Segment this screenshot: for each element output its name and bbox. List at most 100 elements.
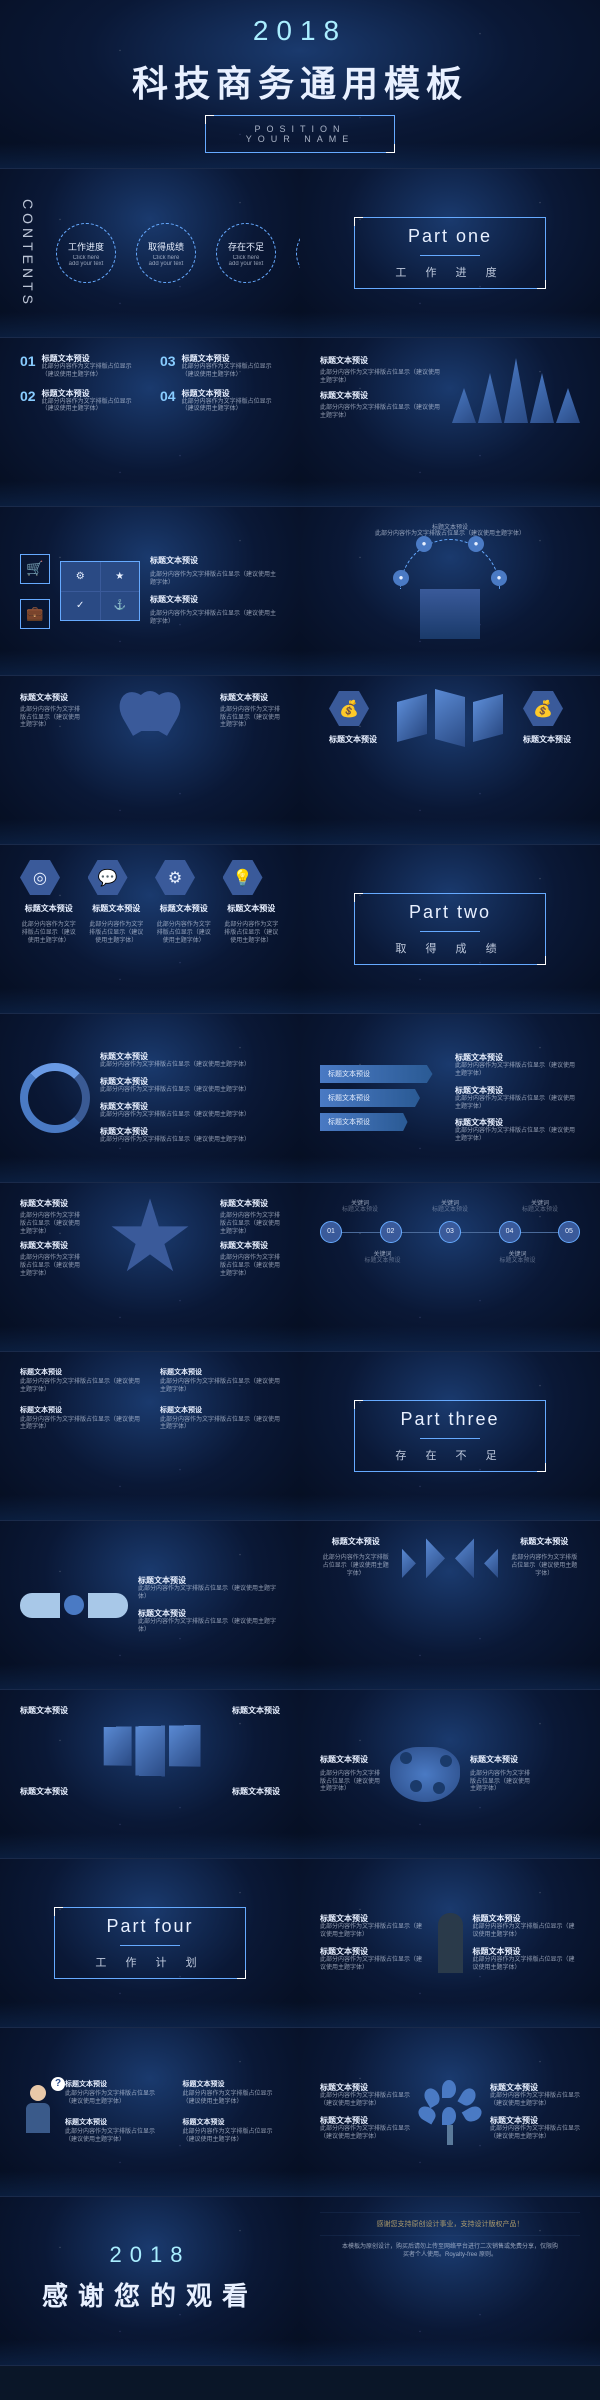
hex-icon: 💰 — [329, 691, 369, 726]
tl-label: 关键词标题文本预设 — [342, 1198, 378, 1215]
chevron-icon — [455, 1538, 474, 1578]
text-item: 标题文本预设此部分内容作为文字排版占位显示（建议使用主题字体） — [183, 2079, 281, 2107]
hex-item: 💡标题文本预设此部分内容作为文字排版占位显示（建议使用主题字体） — [223, 860, 281, 945]
cover-title: 科技商务通用模板 — [132, 55, 468, 107]
slide-boxes: 标题文本预设标题文本预设 标题文本预设标题文本预设 — [0, 1690, 300, 1859]
iso-item: 💰标题文本预设 — [329, 691, 377, 745]
slide-contents: CONTENTS 工作进度Click hereadd your text 取得成… — [0, 169, 300, 338]
mountain-bar — [452, 388, 476, 423]
slide-iso: 💰标题文本预设 💰标题文本预设 — [300, 676, 600, 845]
slide-section-4: Part four 工 作 计 划 — [0, 1859, 300, 2028]
timeline-node: 05 — [558, 1221, 580, 1243]
contents-label: CONTENTS — [20, 199, 36, 308]
star-graphic — [110, 1198, 190, 1278]
slide-bars: 标题文本预设 标题文本预设 标题文本预设 标题文本预设此部分内容作为文字排版占位… — [300, 1014, 600, 1183]
section-frame: Part four 工 作 计 划 — [54, 1907, 245, 1979]
chat-icon: 💬 — [88, 860, 128, 895]
hex-item: ◎标题文本预设此部分内容作为文字排版占位显示（建议使用主题字体） — [20, 860, 78, 945]
text-item: 标题文本预设此部分内容作为文字排版占位显示（建议使用主题字体） — [160, 1405, 280, 1433]
arc-dot: ● — [491, 570, 507, 586]
tree-graphic — [420, 2080, 480, 2145]
case-icon: 💼 — [20, 599, 50, 629]
slide-numbered: 01标题文本预设此部分内容作为文字排版占位显示（建议使用主题字体） 02标题文本… — [0, 338, 300, 507]
divider — [420, 1438, 480, 1439]
end-year: 2018 — [110, 2242, 191, 2268]
section-frame: Part one 工 作 进 度 — [354, 217, 545, 289]
hand-right — [88, 1593, 128, 1618]
slide-section-3: Part three 存 在 不 足 — [300, 1352, 600, 1521]
slide-person: 标题文本预设此部分内容作为文字排版占位显示（建议使用主题字体） 标题文本预设此部… — [300, 1859, 600, 2028]
box3d — [104, 1726, 132, 1765]
mountain-bar — [556, 388, 580, 423]
brain-graphic — [390, 1747, 460, 1802]
biz-head — [30, 2085, 46, 2101]
slide-chevron: 标题文本预设此部分内容作为文字排版占位显示（建议使用主题字体） 标题文本预设此部… — [300, 1521, 600, 1690]
notice-desc: 本模板为原创设计，购买后请勿上传至网络平台进行二次销售或免费分享，仅限购买者个人… — [320, 2244, 580, 2260]
leaf — [416, 2103, 439, 2124]
iso-shapes — [397, 693, 503, 743]
bar-text: 标题文本预设此部分内容作为文字排版占位显示（建议使用主题字体） 标题文本预设此部… — [455, 1052, 580, 1144]
arc-graphic: ● ● ● ● — [400, 539, 500, 589]
slide-section-2: Part two 取 得 成 绩 — [300, 845, 600, 1014]
list-item: 01标题文本预设此部分内容作为文字排版占位显示（建议使用主题字体） — [20, 353, 140, 380]
tree-crown — [420, 2080, 480, 2125]
person-right: 标题文本预设此部分内容作为文字排版占位显示（建议使用主题字体） 标题文本预设此部… — [473, 1913, 581, 1972]
cover-position: POSITION — [246, 124, 355, 134]
text-grid: 标题文本预设此部分内容作为文字排版占位显示（建议使用主题字体） 标题文本预设此部… — [20, 1367, 280, 1432]
list-item: 02标题文本预设此部分内容作为文字排版占位显示（建议使用主题字体） — [20, 388, 140, 415]
leaf — [457, 2085, 478, 2108]
tl-label: 关键词标题文本预设 — [432, 1198, 468, 1215]
content-item: 工作进度Click hereadd your text — [56, 223, 116, 283]
bar-item: 标题文本预设 — [320, 1113, 408, 1131]
boxes-graphic — [35, 1723, 294, 1779]
puzzle-piece: ⚓ — [101, 592, 140, 621]
chevron-icon — [426, 1538, 445, 1578]
slide-thanks: 2018 感谢您的观看 — [0, 2197, 300, 2366]
businessman-graphic: ? — [20, 2085, 55, 2140]
leaf — [442, 2080, 456, 2098]
slide-brain: 标题文本预设此部分内容作为文字排版占位显示（建议使用主题字体） 标题文本预设此部… — [300, 1690, 600, 1859]
slide-mountains: 标题文本预设此部分内容作为文字排版占位显示（建议使用主题字体） 标题文本预设此部… — [300, 338, 600, 507]
tl-label: 关键词标题文本预设 — [522, 1198, 558, 1215]
person-silhouette — [438, 1913, 463, 1973]
arc-dot: ● — [393, 570, 409, 586]
timeline-node: 04 — [499, 1221, 521, 1243]
biz-text: 标题文本预设此部分内容作为文字排版占位显示（建议使用主题字体） 标题文本预设此部… — [65, 2079, 280, 2144]
question-icon: ? — [51, 2077, 65, 2091]
lotus-left: 标题文本预设此部分内容作为文字排版占位显示（建议使用主题字体） — [20, 692, 80, 730]
hex-item: ⚙标题文本预设此部分内容作为文字排版占位显示（建议使用主题字体） — [155, 860, 213, 945]
hand-center — [64, 1595, 84, 1615]
puzzle-piece: ⚙ — [61, 562, 100, 591]
chevron-icon — [402, 1548, 416, 1578]
puzzle-text: 标题文本预设此部分内容作为文字排版占位显示（建议使用主题字体） 标题文本预设此部… — [150, 555, 280, 626]
contents-circles: 工作进度Click hereadd your text 取得成绩Click he… — [56, 223, 300, 283]
biz-body — [26, 2103, 50, 2133]
timeline-node: 02 — [380, 1221, 402, 1243]
slide-biz: ? 标题文本预设此部分内容作为文字排版占位显示（建议使用主题字体） 标题文本预设… — [0, 2028, 300, 2197]
content-item: 取得成绩Click hereadd your text — [136, 223, 196, 283]
cover-name: YOUR NAME — [246, 134, 355, 144]
slide-puzzle: 🛒 💼 ⚙★ ✓⚓ 标题文本预设此部分内容作为文字排版占位显示（建议使用主题字体… — [0, 507, 300, 676]
building-icon — [420, 589, 480, 639]
leaf — [442, 2107, 456, 2125]
target-icon: ◎ — [20, 860, 60, 895]
timeline-node: 01 — [320, 1221, 342, 1243]
iso-shape — [397, 694, 427, 742]
brain-right: 标题文本预设此部分内容作为文字排版占位显示（建议使用主题字体） — [470, 1754, 530, 1794]
mountain-bar — [504, 358, 528, 423]
divider — [120, 1945, 180, 1946]
brain-dot — [433, 1782, 445, 1794]
bar-item: 标题文本预设 — [320, 1089, 420, 1107]
slide-cover: 2018 科技商务通用模板 POSITION YOUR NAME — [0, 0, 600, 169]
slide-timeline: 关键词标题文本预设 关键词标题文本预设 关键词标题文本预设 01 02 03 0… — [300, 1183, 600, 1352]
slide-lotus: 标题文本预设此部分内容作为文字排版占位显示（建议使用主题字体） 标题文本预设此部… — [0, 676, 300, 845]
slide-notice: 感谢您支持原创设计事业，支持设计版权产品！ 本模板为原创设计，购买后请勿上传至网… — [300, 2197, 600, 2366]
ring-chart — [20, 1063, 90, 1133]
tree-left: 标题文本预设此部分内容作为文字排版占位显示（建议使用主题字体） 标题文本预设此部… — [320, 2082, 410, 2141]
mountain-bar — [530, 373, 554, 423]
box3d — [135, 1726, 165, 1777]
bar-item: 标题文本预设 — [320, 1065, 433, 1083]
hand-left — [20, 1593, 60, 1618]
tl-label: 关键词标题文本预设 — [499, 1249, 535, 1266]
mountain-chart — [452, 353, 580, 423]
